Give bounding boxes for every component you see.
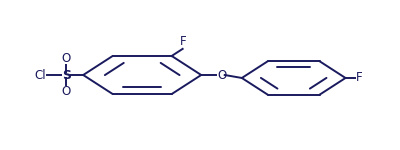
Text: F: F: [356, 71, 363, 84]
Text: S: S: [62, 69, 71, 81]
Text: O: O: [62, 85, 71, 98]
Text: Cl: Cl: [34, 69, 46, 81]
Text: O: O: [62, 52, 71, 65]
Text: F: F: [180, 35, 187, 48]
Text: O: O: [218, 69, 227, 81]
